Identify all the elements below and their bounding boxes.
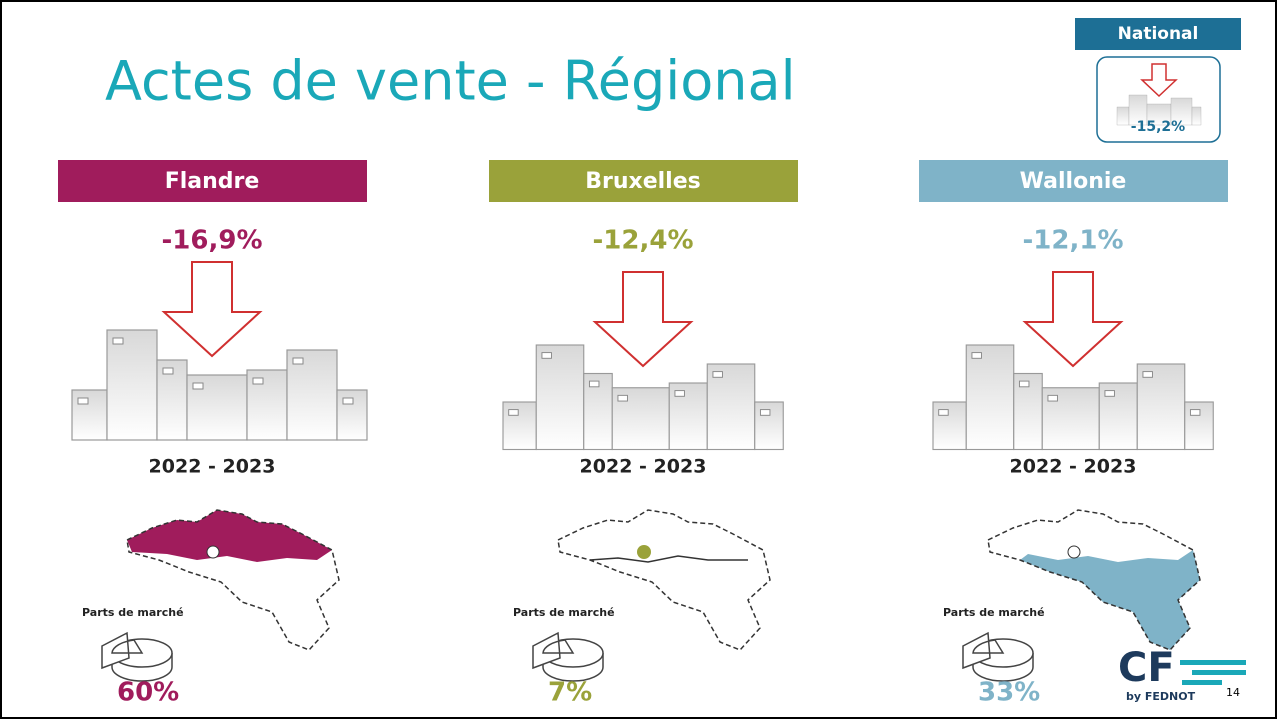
building: [106, 329, 158, 441]
pie-slice: [101, 631, 144, 670]
pie-icon: [101, 631, 173, 682]
building: [932, 401, 967, 451]
national-change: -15,2%: [1131, 119, 1185, 135]
window: [508, 409, 519, 416]
share-label: Parts de marché: [943, 606, 1045, 619]
window: [1018, 380, 1030, 388]
region-header: [919, 160, 1228, 202]
window: [938, 409, 949, 416]
region-header: [58, 160, 367, 202]
down-arrow: [161, 261, 263, 358]
region-name: Bruxelles: [585, 169, 701, 194]
map-outline: [126, 509, 340, 651]
window: [77, 397, 89, 405]
region-period: 2022 - 2023: [1010, 456, 1137, 478]
map-border: [589, 555, 748, 563]
logo-sub: by FEDNOT: [1126, 690, 1196, 703]
region-panel: Wallonie -12,1% 2022 - 2023 Parts de marché…: [919, 160, 1228, 708]
window: [971, 352, 982, 359]
window: [1104, 390, 1115, 397]
pie-slice: [962, 631, 1005, 670]
window: [712, 371, 723, 378]
building: [965, 344, 1015, 451]
share-value: 33%: [978, 678, 1040, 708]
pie-slice: [532, 631, 575, 670]
building: [286, 349, 338, 441]
window: [541, 352, 552, 359]
map-outline: [987, 509, 1201, 651]
logo-stripe: [1182, 680, 1222, 685]
slide-title: Actes de vente - Régional: [105, 50, 796, 113]
pie-icon: [962, 631, 1034, 682]
map-brussels: [1067, 545, 1081, 559]
down-arrow: [1022, 271, 1124, 368]
window: [1047, 394, 1058, 402]
national-header: [1075, 18, 1241, 50]
region-panel: Flandre -16,9% 2022 - 2023 Parts de marché 6…: [58, 160, 368, 708]
window: [1142, 371, 1153, 378]
region-map: [557, 509, 771, 651]
share-label: Parts de marché: [513, 606, 615, 619]
window: [674, 390, 685, 397]
window: [192, 382, 204, 390]
window: [617, 394, 628, 402]
skyline: [502, 344, 784, 451]
region-map: [987, 509, 1201, 651]
region-change: -16,9%: [162, 226, 263, 256]
logo: CF by FEDNOT 14: [1118, 645, 1246, 703]
page-number: 14: [1226, 686, 1240, 699]
building: [71, 389, 108, 441]
region-map: [126, 509, 340, 651]
region-name: Wallonie: [1020, 169, 1127, 194]
building: [754, 401, 784, 451]
national-arrow: [1140, 63, 1178, 98]
map-outline: [557, 509, 771, 651]
logo-mark: CF: [1118, 645, 1175, 691]
share-label: Parts de marché: [82, 606, 184, 619]
region-panel: Bruxelles -12,4% 2022 - 2023 Parts de march…: [489, 160, 798, 708]
pie-icon: [532, 631, 604, 682]
region-name: Flandre: [165, 169, 260, 194]
national-skyline: [1116, 94, 1202, 126]
national-label: National: [1118, 24, 1199, 44]
building: [535, 344, 585, 451]
window: [252, 377, 264, 385]
map-highlight: [1020, 550, 1200, 650]
building: [706, 363, 756, 451]
region-period: 2022 - 2023: [149, 456, 276, 478]
region-header: [489, 160, 798, 202]
skyline: [932, 344, 1214, 451]
window: [112, 337, 124, 345]
building: [502, 401, 537, 451]
map-highlight: [637, 545, 651, 559]
window: [759, 409, 771, 416]
window: [162, 367, 174, 375]
map-brussels: [206, 545, 220, 559]
share-value: 60%: [117, 678, 179, 708]
window: [588, 380, 600, 388]
down-arrow: [592, 271, 694, 368]
window: [1189, 409, 1201, 416]
logo-stripe: [1180, 660, 1246, 665]
window: [292, 357, 304, 365]
region-change: -12,4%: [593, 226, 694, 256]
window: [342, 397, 354, 405]
logo-stripe: [1192, 670, 1246, 675]
region-change: -12,1%: [1023, 226, 1124, 256]
map-highlight: [127, 510, 332, 562]
skyline: [71, 329, 368, 441]
region-period: 2022 - 2023: [580, 456, 707, 478]
share-value: 7%: [548, 678, 592, 708]
